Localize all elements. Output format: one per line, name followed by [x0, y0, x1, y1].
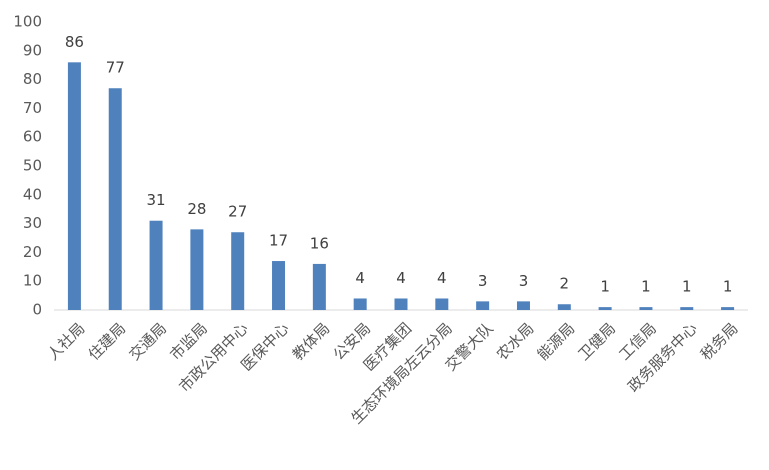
data-label: 1 [723, 278, 733, 296]
x-tick-label: 农水局 [493, 319, 538, 364]
bar [557, 304, 571, 310]
bar [639, 307, 653, 310]
bar [190, 229, 204, 310]
data-label: 1 [600, 278, 610, 296]
y-tick-label: 70 [23, 99, 42, 117]
y-tick-label: 60 [23, 128, 42, 146]
bar [231, 232, 245, 310]
x-tick-label: 教体局 [289, 319, 334, 364]
data-label: 31 [147, 191, 166, 209]
bar [312, 263, 326, 310]
data-label: 77 [106, 59, 125, 77]
y-tick-label: 20 [23, 243, 42, 261]
data-label: 16 [310, 234, 329, 252]
data-label: 3 [519, 272, 529, 290]
data-label: 17 [269, 232, 288, 250]
y-tick-label: 0 [32, 301, 42, 319]
data-label: 86 [65, 33, 84, 51]
x-tick-label: 人社局 [44, 319, 89, 364]
bar [680, 307, 694, 310]
data-label: 27 [228, 203, 247, 221]
bar [108, 88, 122, 311]
bar [394, 298, 408, 310]
y-tick-label: 10 [23, 272, 42, 290]
y-tick-label: 30 [23, 214, 42, 232]
y-tick-label: 100 [13, 13, 42, 31]
bar [516, 301, 530, 310]
bar [598, 307, 612, 310]
x-tick-label: 交通局 [126, 319, 171, 364]
y-tick-label: 50 [23, 157, 42, 175]
x-tick-label: 住建局 [85, 319, 130, 364]
bar [353, 298, 367, 310]
bar [435, 298, 449, 310]
data-label: 3 [478, 272, 488, 290]
bar [149, 220, 163, 310]
y-tick-label: 80 [23, 70, 42, 88]
bar [721, 307, 735, 310]
y-tick-label: 40 [23, 185, 42, 203]
bar [67, 62, 81, 310]
data-label: 2 [560, 275, 570, 293]
data-label: 1 [641, 278, 651, 296]
bar [272, 261, 286, 310]
x-tick-label: 卫健局 [575, 319, 620, 364]
bar [476, 301, 490, 310]
data-label: 4 [355, 269, 365, 287]
data-label: 28 [187, 200, 206, 218]
data-label: 1 [682, 278, 692, 296]
x-tick-label: 能源局 [534, 319, 579, 364]
y-tick-label: 90 [23, 41, 42, 59]
data-label: 4 [437, 269, 447, 287]
data-label: 4 [396, 269, 406, 287]
x-tick-label: 税务局 [697, 319, 742, 364]
